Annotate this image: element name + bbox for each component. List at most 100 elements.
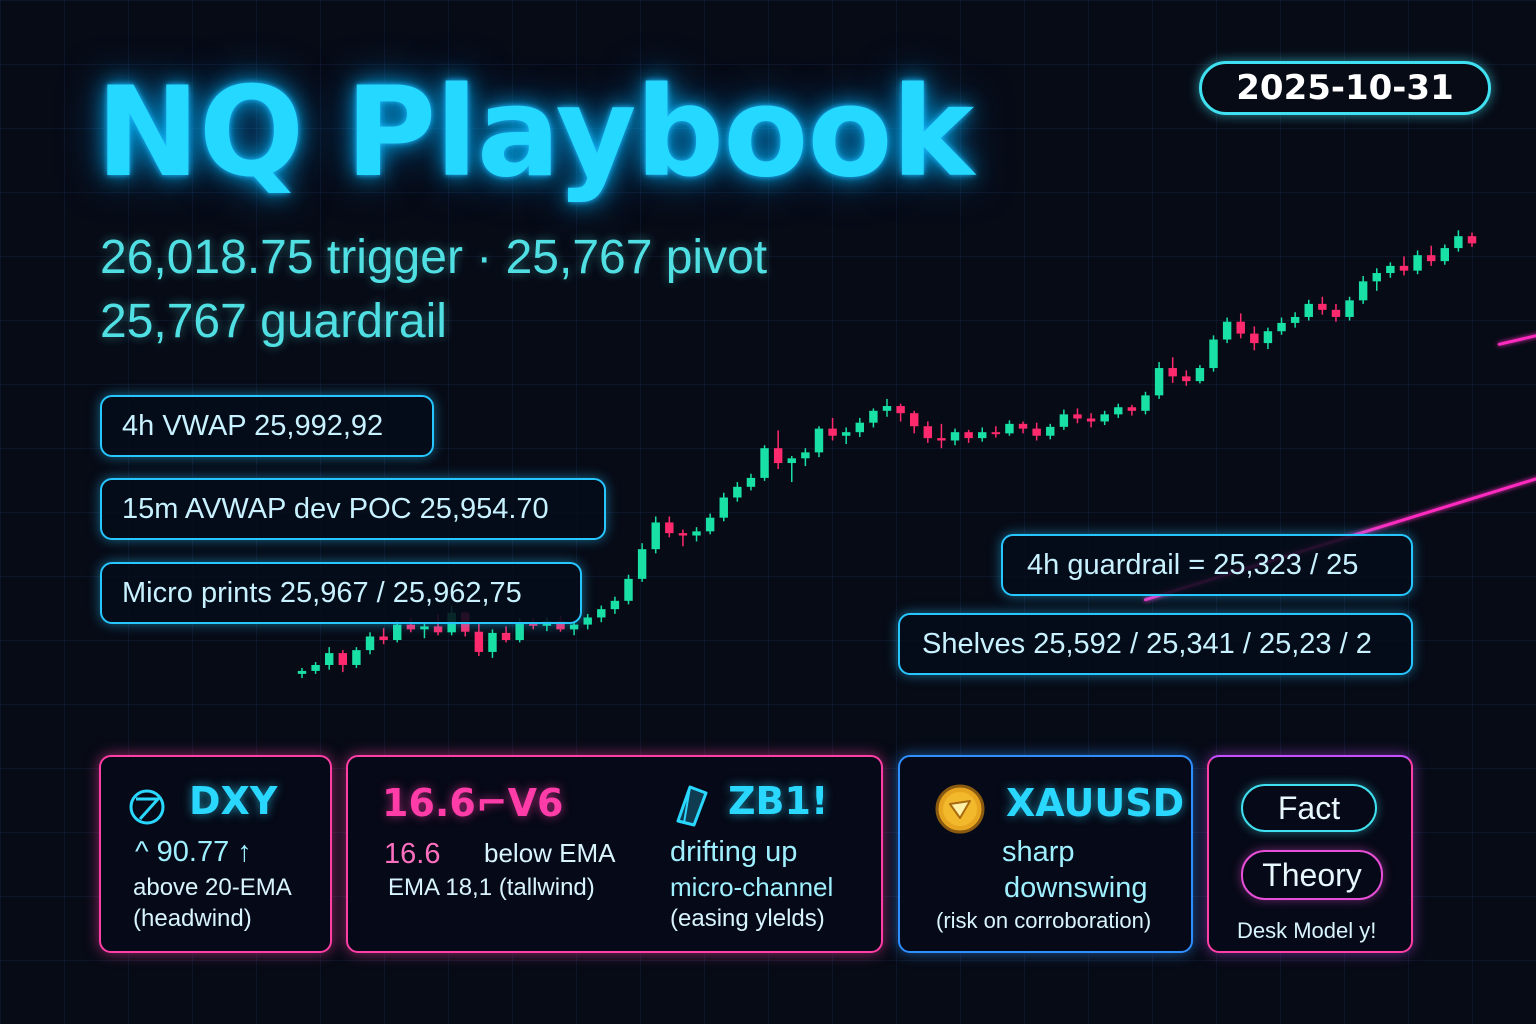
candle-body: [1222, 321, 1232, 340]
candle: [338, 650, 348, 673]
date-badge: 2025-10-31: [1199, 61, 1491, 115]
candle-body: [352, 650, 361, 665]
candle: [1372, 268, 1381, 291]
candle: [950, 428, 960, 446]
candle: [1141, 391, 1150, 415]
candle: [420, 622, 429, 639]
candle-body: [1290, 316, 1300, 323]
candle: [624, 574, 633, 605]
candle-body: [1236, 321, 1245, 334]
candle: [297, 667, 307, 679]
channel-upper-line: [1497, 334, 1536, 346]
candle-body: [324, 653, 334, 665]
guardrail-4h-level: 4h guardrail = 25,323 / 25: [1001, 534, 1413, 596]
fact-pill[interactable]: Fact: [1241, 784, 1377, 832]
candle: [678, 529, 688, 547]
candle: [1331, 303, 1341, 322]
candle-body: [1304, 303, 1313, 317]
candle: [1127, 404, 1137, 416]
candle-body: [406, 624, 416, 630]
candle-body: [746, 477, 756, 487]
candle: [324, 647, 334, 670]
candle: [1250, 326, 1259, 351]
candle-body: [1059, 414, 1069, 427]
candle: [841, 427, 851, 445]
dxy-value: ^ 90.77 ↑: [135, 836, 252, 868]
candle-body: [801, 452, 810, 459]
candle: [923, 421, 933, 443]
candle: [583, 613, 592, 630]
candle: [637, 543, 647, 582]
micro-prints-level: Micro prints 25,967 / 25,962,75: [100, 562, 582, 624]
dxy-line1: above 20-EMA: [133, 874, 292, 901]
candle-body: [338, 653, 348, 665]
vix-zb-card: 16.6⌐V6 16.6 below EMA EMA 18,1 (tallwin…: [346, 755, 883, 953]
candle-body: [488, 632, 497, 652]
candle-body: [624, 578, 633, 601]
candle-body: [1005, 423, 1014, 434]
candle: [937, 423, 946, 449]
candle-body: [597, 609, 606, 618]
candle-body: [1250, 333, 1259, 344]
candle-body: [869, 410, 878, 423]
candle: [705, 513, 715, 535]
candle-body: [1154, 368, 1164, 396]
dxy-symbol: DXY: [189, 779, 278, 823]
candle-body: [1413, 255, 1422, 271]
candle: [1358, 275, 1368, 304]
candle-body: [1467, 236, 1477, 244]
candle-body: [311, 664, 320, 671]
candle: [1413, 250, 1422, 275]
candle: [801, 448, 810, 467]
candle-body: [1277, 322, 1286, 332]
candle: [1386, 262, 1395, 278]
candle-body: [1073, 414, 1082, 419]
candle-body: [665, 522, 674, 534]
xau-symbol: XAUUSD: [1006, 781, 1185, 825]
candle: [746, 473, 756, 491]
candle: [787, 455, 796, 483]
candle-body: [1372, 273, 1381, 282]
candle: [909, 410, 919, 434]
candle: [991, 426, 1001, 438]
candle-body: [692, 531, 701, 536]
candle-body: [1032, 428, 1041, 436]
candle: [1236, 313, 1245, 339]
candle-body: [964, 432, 973, 439]
candle: [1154, 362, 1164, 399]
candle: [1195, 365, 1205, 384]
candle: [1114, 403, 1123, 418]
desk-model-card: Fact Theory Desk Model y!: [1207, 755, 1413, 953]
candle: [311, 662, 320, 674]
candle: [1032, 422, 1041, 441]
candle: [1304, 299, 1313, 321]
candle: [1086, 413, 1096, 428]
dxy-emblem-icon: [129, 789, 165, 825]
candle-body: [1046, 426, 1055, 436]
candle-body: [1127, 407, 1137, 411]
candle-body: [950, 432, 960, 441]
candle: [1277, 317, 1286, 335]
candle-body: [882, 406, 892, 411]
candle-body: [433, 626, 443, 633]
candle-body: [909, 413, 919, 427]
zb-line1: drifting up: [670, 836, 798, 868]
candle: [1005, 420, 1014, 436]
trigger-pivot-subtitle: 26,018.75 trigger · 25,767 pivot: [100, 231, 768, 284]
candle: [1182, 370, 1191, 386]
candle: [882, 398, 892, 417]
candle: [733, 482, 742, 502]
candle: [869, 408, 878, 428]
vix-status: below EMA: [484, 838, 616, 868]
candle-body: [379, 636, 388, 641]
candle-body: [1318, 303, 1327, 310]
candle-body: [991, 432, 1001, 435]
zb-symbol: ZB1!: [728, 779, 829, 823]
theory-pill[interactable]: Theory: [1241, 850, 1383, 900]
candle: [1345, 296, 1354, 321]
zb-line3: (easing ylelds): [670, 905, 825, 932]
candle-body: [569, 624, 579, 630]
candle: [1222, 317, 1232, 344]
candle-body: [1100, 414, 1109, 422]
candle-body: [855, 422, 865, 433]
